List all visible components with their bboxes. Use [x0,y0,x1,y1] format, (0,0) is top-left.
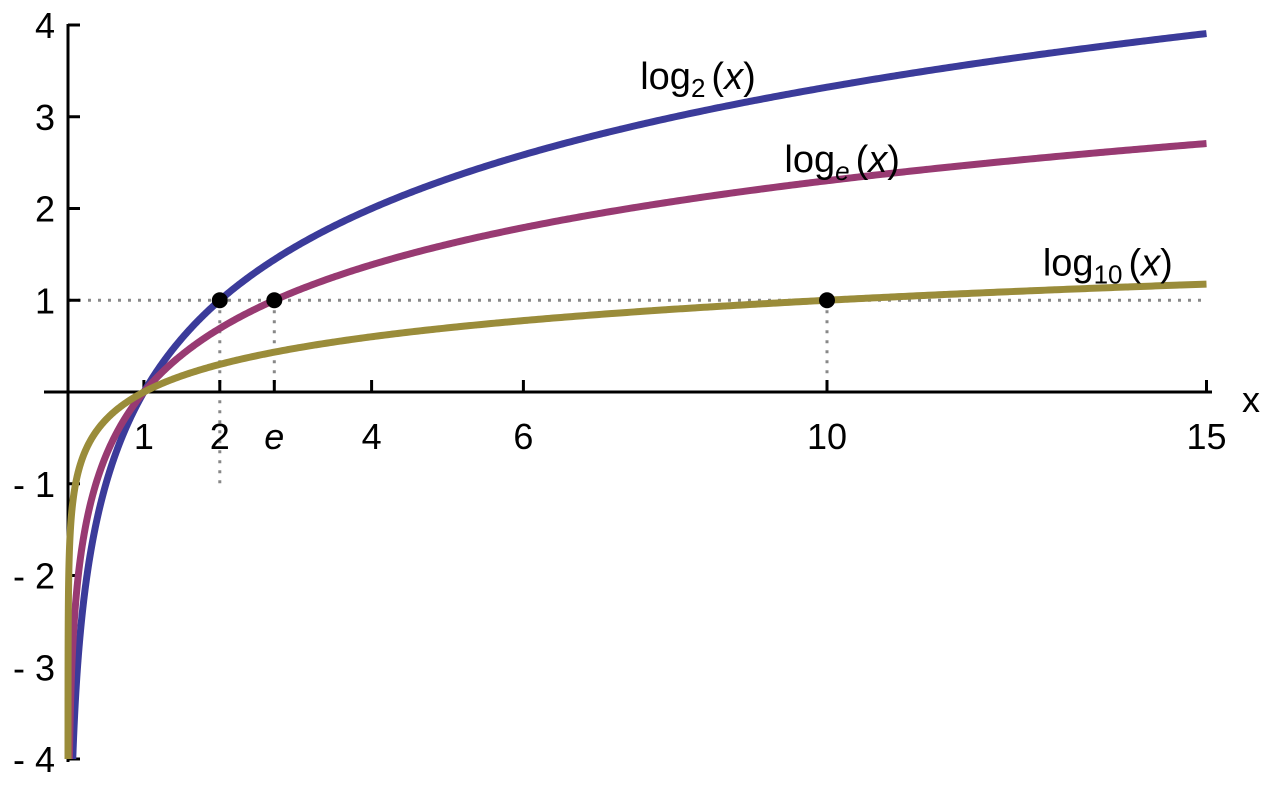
y-tick-label: - 2 [13,556,55,597]
curves [64,30,1207,762]
x-tick-label: 2 [210,416,230,457]
series-line [69,30,1207,762]
y-tick-label: 2 [35,189,55,230]
series-line [64,280,1207,762]
x-axis-label: x [1242,379,1260,420]
series-label: loge (x) [784,139,900,186]
axes: x [44,24,1260,762]
x-tick-label: 10 [807,416,847,457]
marked-point [211,292,228,309]
marked-point [266,292,283,309]
x-tick-label: e [264,416,284,457]
marked-points [211,292,835,309]
x-tick-label: 6 [513,416,533,457]
y-tick-label: 1 [35,280,55,321]
y-tick-label: - 1 [13,464,55,505]
x-tick-label: 4 [362,416,382,457]
curve-labels: log2 (x) loge (x) log10 (x) [640,56,1173,289]
x-tick-label: 15 [1186,416,1226,457]
series-line [65,140,1207,762]
y-tick-label: 3 [35,97,55,138]
series-label: log2 (x) [640,56,756,103]
marked-point [819,292,835,309]
y-tick-label: - 4 [13,739,55,780]
x-tick-label: 1 [134,416,154,457]
y-tick-label: - 3 [13,647,55,688]
y-tick-label: 4 [35,5,55,46]
series-label: log10 (x) [1043,242,1173,289]
